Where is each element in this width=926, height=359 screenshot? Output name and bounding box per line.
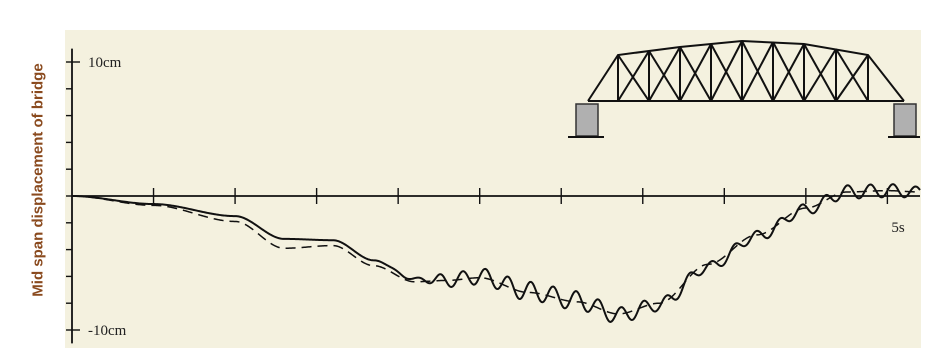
x-ticks — [152, 188, 889, 204]
plot-area — [65, 30, 921, 348]
series-line-solid — [72, 183, 921, 323]
x-tick-label: 5s — [891, 220, 905, 236]
y-tick-label: -10cm — [88, 323, 127, 339]
bridge-pier-right — [888, 103, 920, 138]
truss-bridge-icon — [587, 39, 905, 102]
y-tick-label: 10cm — [88, 55, 122, 71]
tick-labels: 10cm -10cm 5s — [88, 55, 905, 339]
bridge-pier-left — [568, 103, 604, 138]
y-ticks — [66, 61, 80, 331]
series-line-dashed — [72, 189, 920, 315]
